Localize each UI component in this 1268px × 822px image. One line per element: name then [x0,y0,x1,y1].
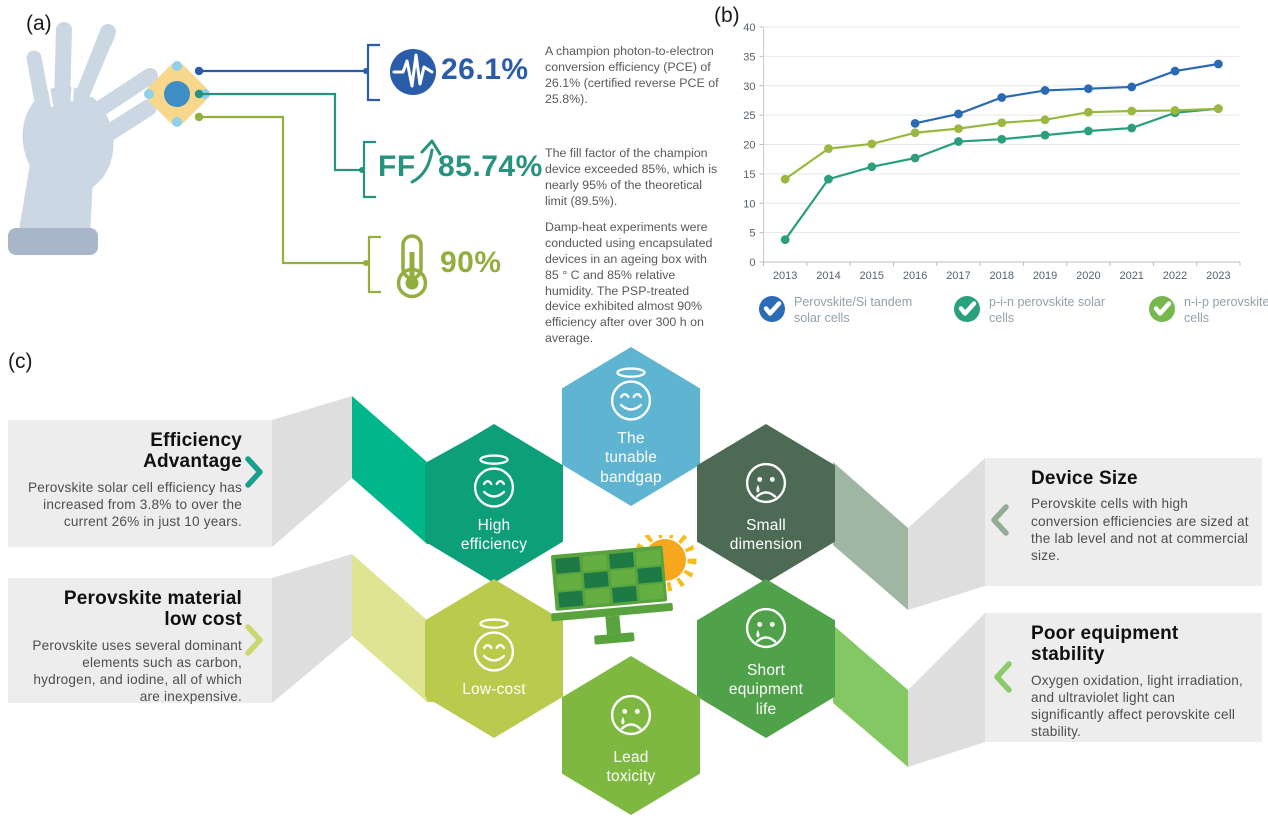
solar-panel-icon [551,545,673,645]
chevron-left-icon [991,504,1009,536]
legend-label: Perovskite/Si tandem solar cells [794,295,913,326]
stat-pce-value: 26.1% [441,53,529,86]
hexagon-label: Short equipment life [728,661,804,718]
check-circle-icon [758,295,786,328]
svg-text:2018: 2018 [990,270,1014,282]
svg-text:2020: 2020 [1076,270,1100,282]
chevron-right-icon [245,456,263,488]
up-arrow-icon [410,139,442,184]
svg-text:2019: 2019 [1033,270,1057,282]
legend-item: Perovskite/Si tandem solar cells [758,294,934,328]
svg-text:2016: 2016 [903,270,927,282]
panel-c: (c) Efficiency Advantage Perovskite sola… [0,345,1268,822]
hexagon-label: Low-cost [462,681,526,699]
svg-text:2023: 2023 [1206,270,1230,282]
happy-face-icon [467,453,521,513]
sleeve-cuff [8,228,98,255]
hand-and-connectors-graphic [8,22,442,299]
panel-c-label: (c) [8,350,33,373]
svg-text:25: 25 [743,110,755,122]
info-box-body: Perovskite cells with high conversion ef… [1031,496,1249,564]
info-box-equipment-stability: Poor equipment stability Oxygen oxidatio… [985,613,1262,742]
stat-pce-description: A champion photon-to-electron conversion… [545,44,719,106]
check-circle-icon [1148,295,1176,328]
stat-stability-value: 90% [440,246,502,279]
pulse-icon [390,49,436,95]
svg-text:20: 20 [743,140,755,152]
hexagon-label: Lead toxicity [606,748,656,785]
svg-text:5: 5 [749,228,755,240]
svg-text:10: 10 [743,198,755,210]
solar-panel-sun-icon [551,535,697,645]
sad-face-icon [739,453,793,513]
perovskite-cell-icon [144,61,210,127]
chevron-right-icon [245,624,263,656]
svg-text:2013: 2013 [773,270,797,282]
sad-face-icon [739,598,793,658]
info-box-title: Perovskite material low cost [63,588,242,631]
chevron-left-icon [994,661,1012,693]
info-box-low-cost: Perovskite material low cost Perovskite … [8,578,272,705]
svg-text:0: 0 [749,257,755,269]
legend-label: n-i-p perovskite solar cells [1184,295,1268,326]
svg-text:2017: 2017 [946,270,970,282]
svg-text:2015: 2015 [860,270,884,282]
info-box-body: Oxygen oxidation, light irradiation, and… [1031,672,1243,740]
info-box-body: Perovskite solar cell efficiency has inc… [28,479,242,530]
panel-b-label: (b) [714,4,740,27]
svg-text:35: 35 [743,51,755,63]
info-box-body: Perovskite uses several dominant element… [32,637,242,705]
legend-item: p-i-n perovskite solar cells [953,294,1129,328]
legend-label: p-i-n perovskite solar cells [989,295,1106,326]
info-box-title: Poor equipment stability [1031,623,1179,666]
panel-a-label: (a) [26,12,52,35]
panel-b: (b) 0 5 10 15 20 25 30 35 40 2013 2014 2015 2016 2017… [710,2,1268,345]
stat-ff-value: 85.74% [438,150,543,183]
svg-text:2021: 2021 [1119,270,1143,282]
pce-progress-line-chart: 0 5 10 15 20 25 30 35 40 2013 2014 2015 2016 2017 2018… [743,22,1241,282]
stat-brackets [362,43,381,294]
svg-text:40: 40 [743,22,755,34]
connector-lines [199,69,368,265]
hand-icon [8,22,158,255]
info-box-title: Device Size [1031,468,1138,489]
stat-stability-description: Damp-heat experiments were conducted usi… [545,220,713,346]
check-circle-icon [953,295,981,328]
svg-text:2014: 2014 [816,270,840,282]
panel-a: (a) 26.1% FF 85.74% 90% A champion photo… [0,0,719,345]
info-box-device-size: Device Size Perovskite cells with high c… [985,458,1262,586]
hexagon-label: The tunable bandgap [600,429,662,486]
hexagon-label: Small dimension [729,516,803,553]
stat-ff-prefix: FF [378,150,416,183]
sad-face-icon [604,685,658,745]
happy-face-icon [467,617,521,677]
hexagon-label: High efficiency [460,516,528,553]
legend-item: n-i-p perovskite solar cells [1148,294,1268,328]
svg-text:30: 30 [743,81,755,93]
stat-ff-description: The fill factor of the champion device e… [545,146,718,208]
info-box-efficiency-advantage: Efficiency Advantage Perovskite solar ce… [8,420,272,547]
happy-face-icon [604,366,658,426]
svg-text:2022: 2022 [1163,270,1187,282]
svg-text:15: 15 [743,169,755,181]
info-box-title: Efficiency Advantage [143,430,242,473]
thermometer-icon [396,234,428,299]
